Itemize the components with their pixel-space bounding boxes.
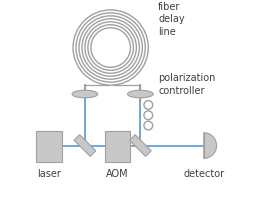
Text: laser: laser [37, 169, 61, 179]
Bar [104, 131, 130, 162]
Bar [36, 131, 62, 162]
Polygon shape [129, 135, 151, 156]
Text: detector: detector [182, 169, 224, 179]
Text: fiber
delay
line: fiber delay line [157, 2, 184, 37]
Text: polarization
controller: polarization controller [157, 73, 215, 96]
Ellipse shape [127, 90, 153, 98]
Ellipse shape [72, 90, 98, 98]
Text: AOM: AOM [106, 169, 129, 179]
Wedge shape [203, 133, 216, 158]
Polygon shape [74, 135, 96, 156]
